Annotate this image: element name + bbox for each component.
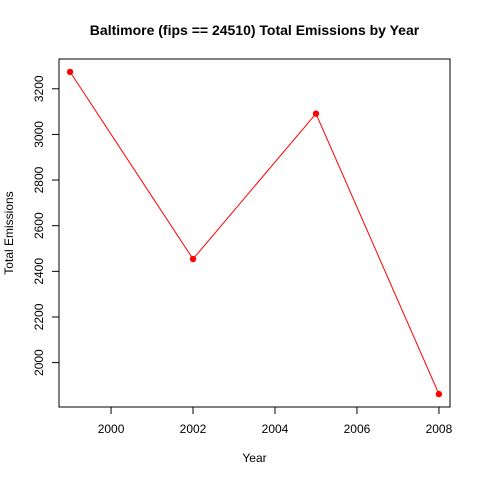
y-tick-label: 3000 <box>32 121 46 148</box>
y-tick-label: 2400 <box>32 258 46 285</box>
series-line <box>69 71 440 395</box>
y-tick-label: 3200 <box>32 75 46 102</box>
x-tick-label: 2008 <box>426 422 453 436</box>
series-layer <box>66 68 443 398</box>
x-tick-label: 2004 <box>262 422 289 436</box>
x-axis-label: Year <box>242 451 266 465</box>
y-axis: 2000 2200 2400 2600 2800 3000 3200 <box>32 75 60 376</box>
x-tick-label: 2002 <box>180 422 207 436</box>
x-tick-label: 2000 <box>98 422 125 436</box>
data-point <box>66 68 74 76</box>
data-point <box>312 110 320 117</box>
x-tick-label: 2006 <box>344 422 371 436</box>
data-point <box>435 390 443 398</box>
y-tick-label: 2800 <box>32 166 46 193</box>
y-tick-label: 2000 <box>32 349 46 376</box>
plot-frame <box>58 58 451 408</box>
y-tick-label: 2200 <box>32 303 46 330</box>
y-tick-label: 2600 <box>32 212 46 239</box>
chart-title: Baltimore (fips == 24510) Total Emission… <box>90 22 420 38</box>
data-point <box>189 255 197 263</box>
x-axis: 2000 2002 2004 2006 2008 <box>98 406 453 436</box>
y-axis-label: Total Emissions <box>2 191 16 274</box>
